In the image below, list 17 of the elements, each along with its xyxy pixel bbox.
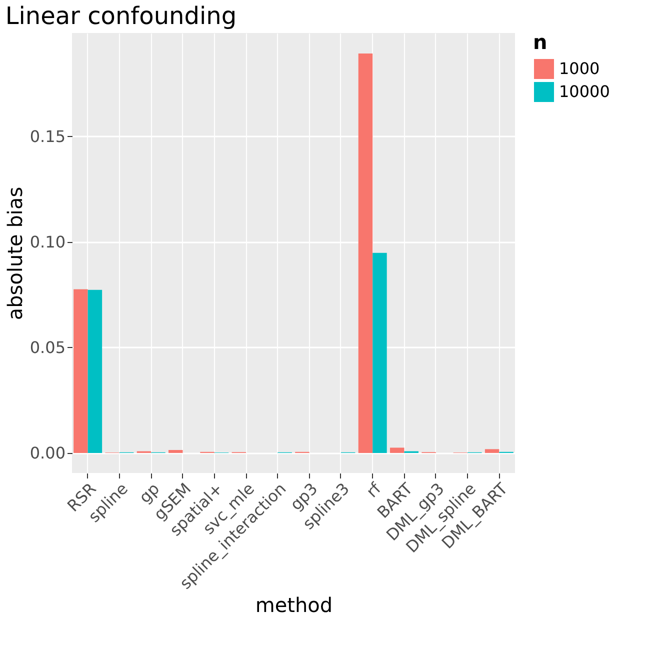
- legend-label: 1000: [559, 59, 600, 78]
- legend-title: n: [533, 30, 548, 54]
- y-tick-label: 0.10: [30, 232, 66, 252]
- bar: [390, 448, 404, 453]
- y-tick-label: 0.05: [30, 338, 66, 357]
- chart-title: Linear confounding: [5, 2, 237, 30]
- y-axis-title: absolute bias: [2, 186, 27, 320]
- bar: [74, 289, 88, 453]
- bar: [88, 290, 102, 453]
- legend-label: 10000: [559, 82, 610, 101]
- y-tick-label: 0.00: [30, 443, 66, 462]
- y-tick-label: 0.15: [30, 126, 66, 146]
- bar: [168, 450, 183, 453]
- x-axis-title: method: [255, 593, 333, 618]
- bar: [372, 252, 387, 453]
- bar: [358, 53, 373, 453]
- bar: [484, 449, 500, 453]
